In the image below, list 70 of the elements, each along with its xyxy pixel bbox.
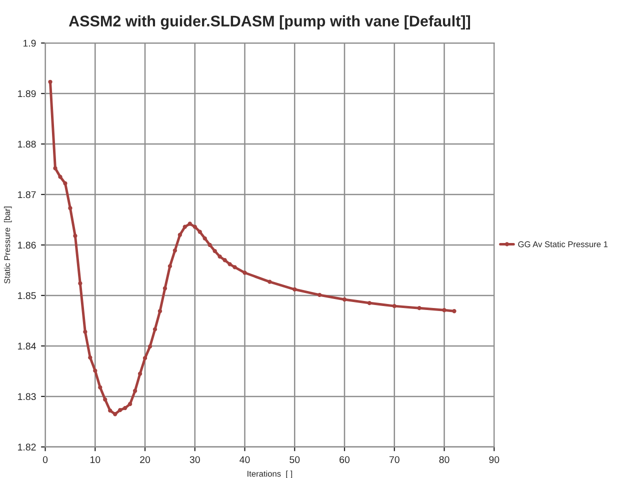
point — [118, 408, 122, 412]
point — [83, 330, 88, 334]
point — [108, 408, 112, 413]
point — [188, 222, 192, 226]
x-tick-label: 30 — [190, 456, 200, 464]
point — [78, 281, 82, 286]
point — [58, 174, 62, 179]
point — [68, 206, 72, 210]
y-tick-label: 1.9 — [23, 40, 36, 47]
point — [148, 344, 152, 349]
point — [232, 265, 237, 270]
point — [152, 327, 158, 332]
x-tick-label: 80 — [439, 456, 450, 464]
point — [228, 262, 232, 266]
x-axis-title: Iterations [ ] — [248, 470, 292, 478]
y-tick-label: 1.83 — [18, 393, 36, 400]
point — [317, 292, 322, 298]
point — [212, 248, 217, 254]
point — [342, 297, 347, 302]
x-tick-label: 20 — [140, 456, 150, 464]
point — [452, 309, 456, 314]
point — [128, 402, 132, 406]
point — [198, 230, 202, 234]
point — [182, 224, 187, 229]
y-tick-label: 1.85 — [18, 292, 36, 300]
x-tick-label: 60 — [340, 456, 350, 464]
point — [442, 308, 446, 312]
x-tick-label: 70 — [389, 456, 400, 464]
x-tick-label: 50 — [290, 456, 300, 464]
point — [113, 412, 118, 416]
point — [208, 242, 212, 248]
point — [292, 287, 297, 292]
point — [98, 385, 102, 390]
x-tick-label: 10 — [90, 456, 100, 464]
x-tick-label: 90 — [489, 456, 500, 464]
y-tick-label: 1.87 — [18, 191, 36, 198]
y-tick-label: 1.84 — [18, 342, 36, 350]
point — [53, 166, 58, 170]
point — [192, 224, 197, 229]
y-axis-title: Static Pressure [bar] — [4, 206, 12, 284]
x-tick-label: 0 — [42, 456, 48, 464]
point — [172, 248, 178, 253]
point — [48, 80, 52, 84]
y-tick-label: 1.89 — [18, 90, 36, 98]
point — [202, 236, 207, 240]
point — [168, 264, 172, 268]
y-tick-label: 1.88 — [18, 140, 36, 148]
point — [103, 397, 108, 402]
point — [88, 355, 92, 360]
point — [142, 356, 148, 360]
point — [93, 368, 98, 373]
point — [392, 304, 396, 308]
point — [132, 388, 138, 393]
y-tick-label: 1.86 — [18, 242, 36, 249]
x-tick-label: 40 — [240, 456, 250, 464]
point — [122, 406, 128, 410]
y-tick-label: 1.82 — [18, 444, 36, 451]
point — [222, 258, 227, 262]
point — [417, 306, 422, 310]
point — [162, 286, 168, 290]
point — [178, 232, 182, 237]
chart-title: ASSM2 with guider.SLDASM [pump with vane [Default]] — [68, 15, 470, 30]
point — [158, 309, 162, 314]
point — [218, 254, 222, 259]
point — [73, 234, 78, 238]
legend-label: GG Av Static Pressure 1 — [518, 241, 608, 248]
point — [63, 181, 68, 186]
point — [367, 300, 372, 306]
point — [268, 280, 272, 284]
point — [138, 372, 142, 376]
